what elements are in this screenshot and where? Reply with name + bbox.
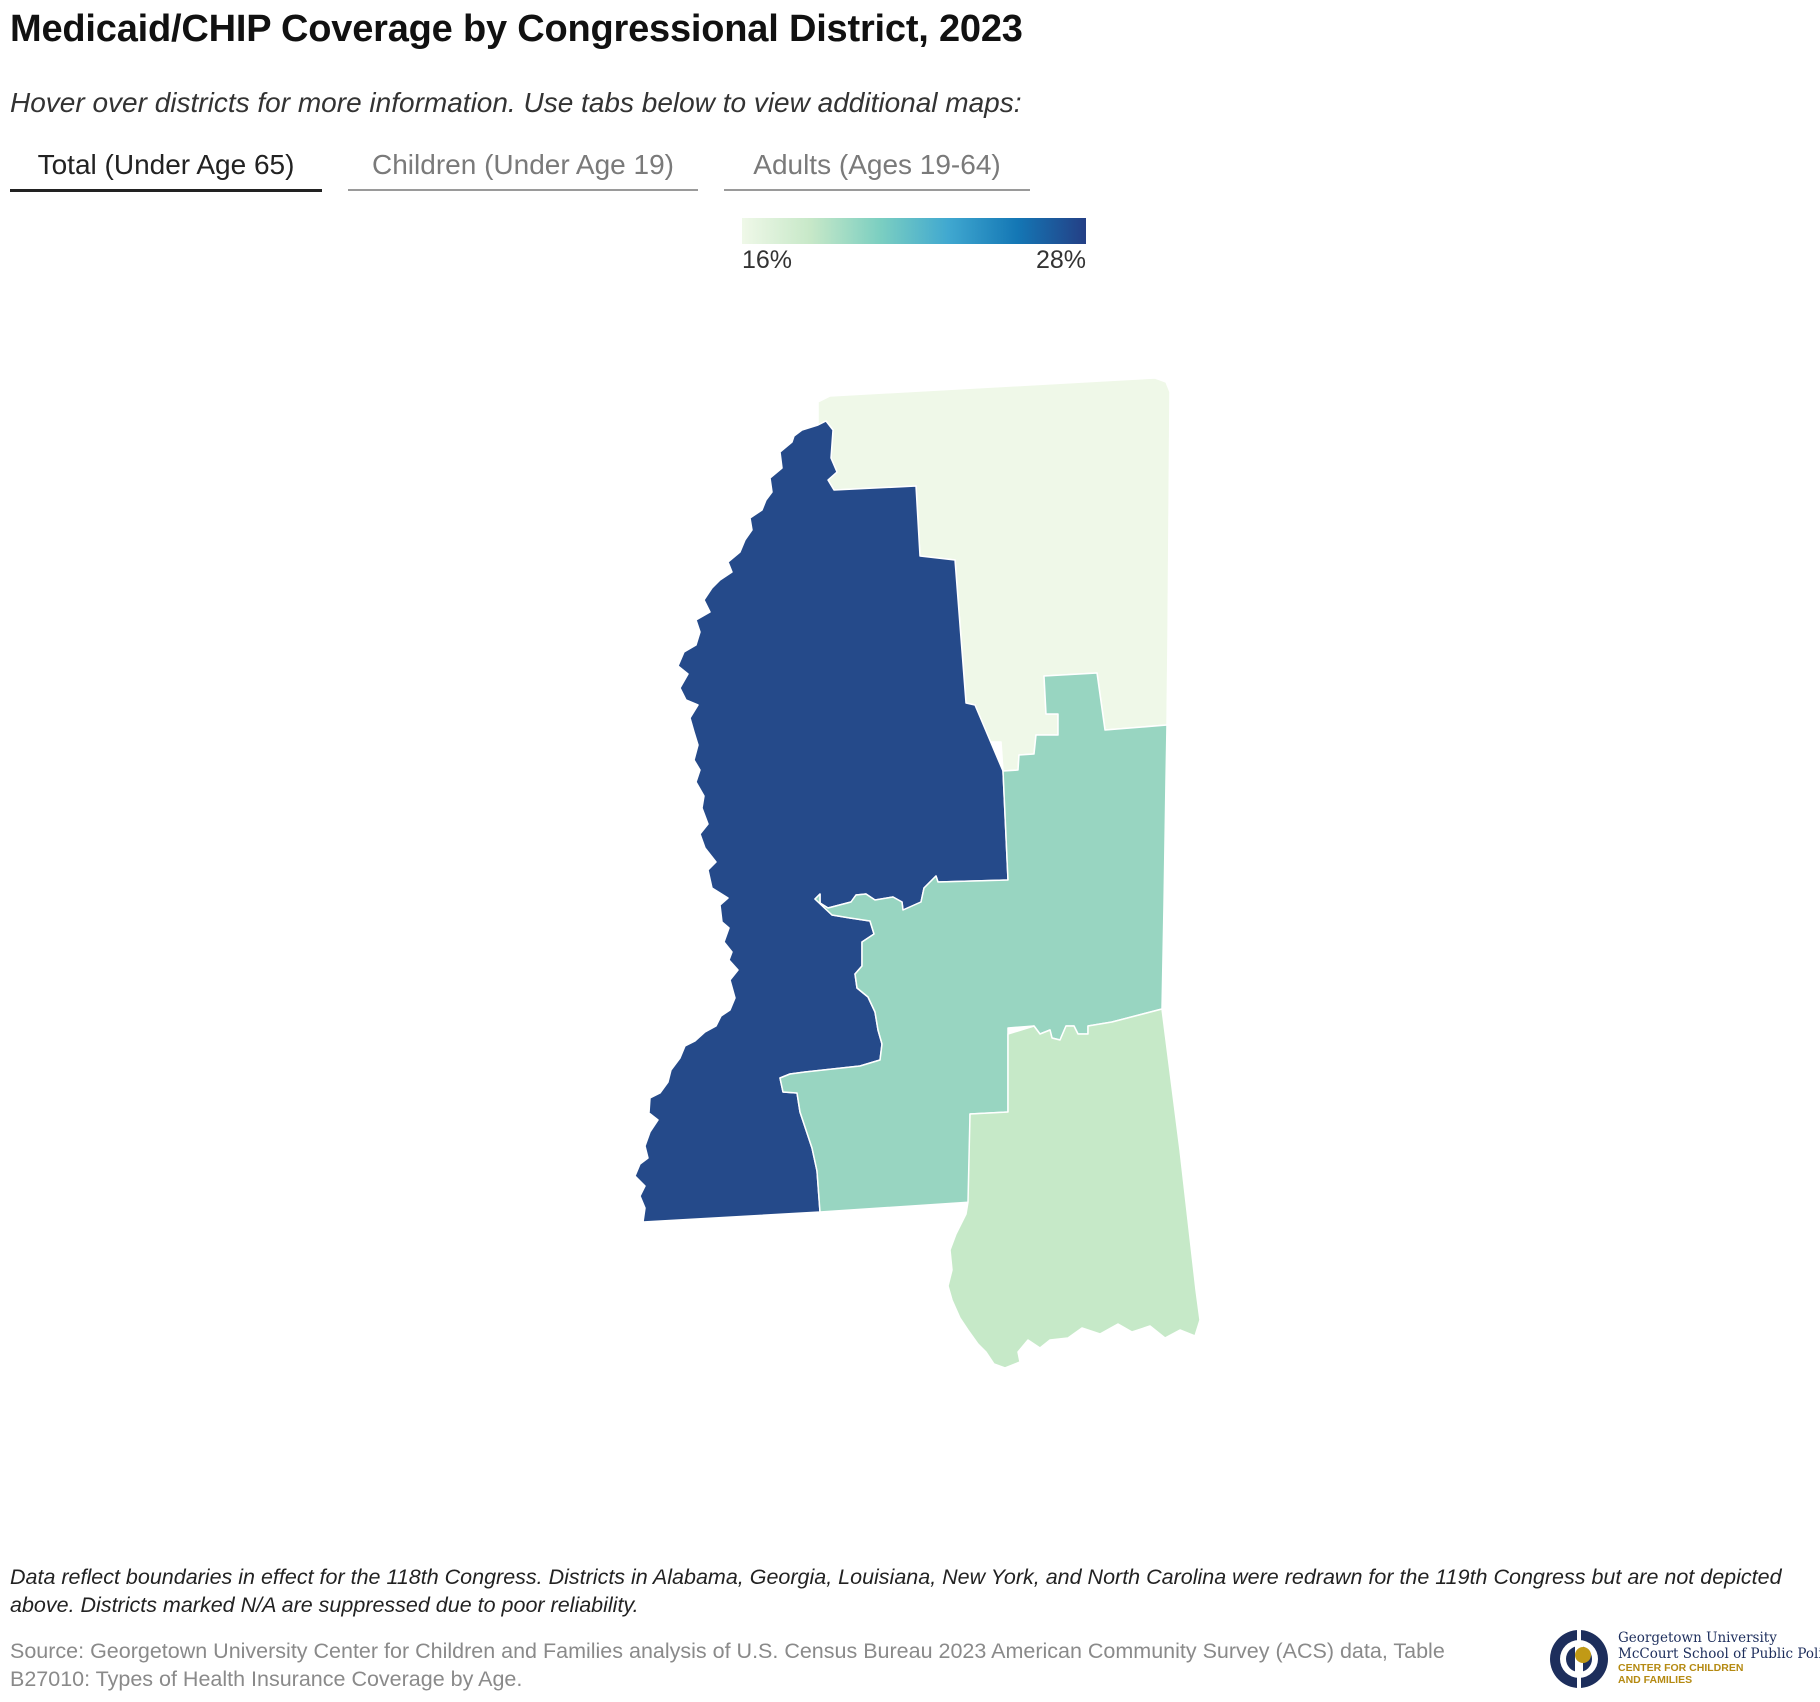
legend-gradient-bar xyxy=(742,218,1086,244)
footnote: Data reflect boundaries in effect for th… xyxy=(10,1565,1782,1617)
tab-adults[interactable]: Adults (Ages 19-64) xyxy=(724,145,1030,191)
logo-emblem-icon xyxy=(1550,1628,1608,1690)
legend-min-label: 16% xyxy=(742,246,793,274)
georgetown-logo[interactable]: Georgetown University McCourt School of … xyxy=(1548,1628,1820,1694)
logo-line-families: AND FAMILIES xyxy=(1618,1674,1693,1686)
color-legend: 16% 28% xyxy=(742,218,1086,274)
district-ms-4[interactable] xyxy=(947,1008,1201,1369)
chart-title: Medicaid/CHIP Coverage by Congressional … xyxy=(10,8,1023,50)
source-note: Source: Georgetown University Center for… xyxy=(10,1639,1445,1691)
logo-line-center: CENTER FOR CHILDREN xyxy=(1618,1662,1744,1674)
logo-line-school: McCourt School of Public Policy xyxy=(1618,1646,1820,1662)
chart-subtitle: Hover over districts for more informatio… xyxy=(10,87,1022,118)
logo-line-university: Georgetown University xyxy=(1618,1630,1777,1646)
tab-total[interactable]: Total (Under Age 65) xyxy=(10,145,322,192)
legend-max-label: 28% xyxy=(1035,246,1086,274)
tab-children[interactable]: Children (Under Age 19) xyxy=(348,145,698,191)
